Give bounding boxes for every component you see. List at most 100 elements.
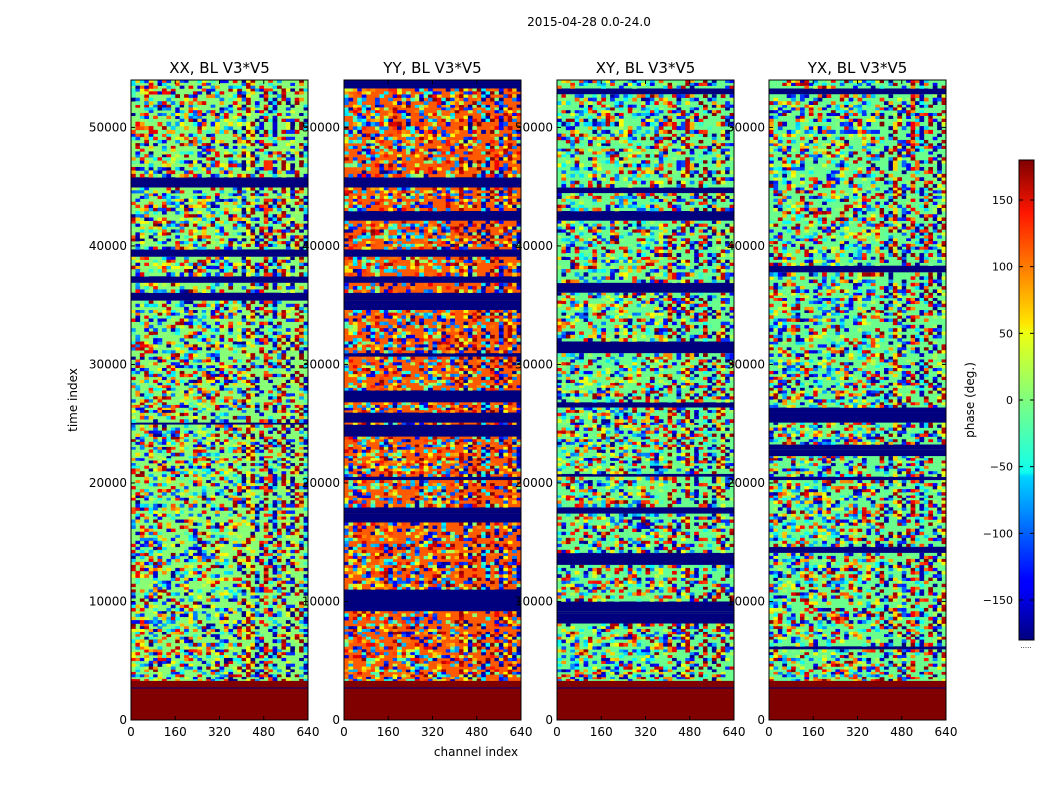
heatmap-cell: [498, 636, 504, 640]
heatmap-cell: [285, 480, 291, 484]
heatmap-cell: [263, 564, 269, 569]
heatmap-cell: [285, 492, 291, 496]
heatmap-cell: [201, 473, 207, 477]
heatmap-cell: [250, 534, 256, 539]
heatmap-cell: [285, 510, 291, 514]
heatmap-cell: [175, 82, 180, 86]
heatmap-cell: [215, 433, 220, 437]
heatmap-cell: [361, 628, 367, 632]
heatmap-cell: [259, 82, 265, 86]
heatmap-cell: [161, 390, 167, 394]
heatmap-cell: [184, 412, 189, 417]
heatmap-cell: [294, 303, 300, 308]
heatmap-cell: [281, 465, 287, 469]
heatmap-cell: [294, 456, 300, 459]
heatmap-cell: [188, 657, 194, 662]
heatmap-cell: [272, 118, 278, 122]
heatmap-cell: [281, 480, 287, 484]
heatmap-cell: [250, 344, 256, 348]
heatmap-cell: [472, 642, 478, 647]
heatmap-cell: [294, 126, 300, 131]
heatmap-cell: [397, 652, 402, 656]
heatmap-cell: [131, 201, 136, 205]
heatmap-cell: [153, 286, 158, 290]
heatmap-cell: [383, 652, 389, 656]
heatmap-cell: [179, 631, 185, 635]
heatmap-cell: [405, 620, 411, 624]
heatmap-cell: [215, 613, 220, 618]
heatmap-cell: [441, 570, 447, 575]
heatmap-cell: [219, 522, 225, 526]
heatmap-cell: [157, 497, 163, 501]
heatmap-cell: [148, 112, 154, 117]
heatmap-cell: [436, 620, 442, 624]
heatmap-cell: [285, 126, 291, 131]
heatmap-cell: [463, 620, 469, 624]
heatmap-cell: [192, 655, 198, 659]
heatmap-cell: [223, 476, 229, 481]
heatmap-cell: [299, 262, 304, 266]
heatmap-cell: [232, 430, 238, 434]
heatmap-cell: [246, 663, 251, 667]
heatmap-cell: [467, 577, 473, 581]
heatmap-cell: [299, 486, 304, 490]
heatmap-cell: [290, 195, 296, 199]
heatmap-cell: [237, 558, 242, 563]
heatmap-cell: [490, 586, 495, 590]
heatmap-cell: [254, 404, 260, 408]
heatmap-cell: [210, 160, 216, 164]
heatmap-cell: [246, 415, 251, 420]
heatmap-cell: [175, 110, 180, 114]
heatmap-cell: [392, 669, 398, 673]
heatmap-cell: [259, 537, 265, 542]
heatmap-cell: [157, 223, 163, 227]
heatmap-cell: [206, 365, 211, 369]
heatmap-cell: [401, 616, 407, 621]
heatmap-cell: [232, 669, 238, 673]
heatmap-cell: [223, 424, 229, 428]
heatmap-cell: [210, 88, 216, 92]
heatmap-cell: [290, 243, 296, 247]
heatmap-cell: [397, 676, 402, 680]
heatmap-cell: [148, 85, 154, 89]
heatmap-cell: [166, 163, 172, 168]
heatmap-cell: [157, 489, 163, 493]
heatmap-cell: [166, 430, 172, 434]
heatmap-cell: [215, 282, 220, 287]
heatmap-cell: [299, 492, 304, 496]
heatmap-cell: [268, 238, 273, 242]
heatmap-cell: [490, 611, 495, 614]
heatmap-cell: [197, 480, 203, 484]
heatmap-cell: [135, 574, 141, 578]
heatmap-cell: [135, 393, 141, 397]
heatmap-cell: [232, 139, 238, 144]
heatmap-cell: [259, 338, 265, 342]
heatmap-cell: [232, 446, 238, 450]
heatmap-cell: [148, 387, 154, 391]
heatmap-cell: [206, 306, 211, 311]
heatmap-cell: [357, 646, 362, 650]
heatmap-cell: [192, 676, 198, 680]
heatmap-cell: [175, 592, 180, 596]
heatmap-cell: [237, 480, 242, 484]
heatmap-cell: [184, 415, 189, 420]
heatmap-cell: [290, 531, 296, 536]
heatmap-cell: [352, 646, 358, 650]
heatmap-cell: [184, 265, 189, 270]
heatmap-cell: [148, 217, 154, 222]
heatmap-cell: [237, 449, 242, 454]
heatmap-cell: [294, 376, 300, 381]
heatmap-cell: [157, 646, 163, 650]
heatmap-cell: [232, 115, 238, 120]
heatmap-cell: [285, 121, 291, 127]
heatmap-cell: [148, 303, 154, 308]
heatmap-cell: [223, 170, 229, 175]
heatmap-cell: [263, 407, 269, 411]
heatmap-cell: [254, 424, 260, 428]
heatmap-cell: [237, 404, 242, 408]
heatmap-cell: [494, 636, 500, 640]
heatmap-cell: [139, 446, 145, 450]
heatmap-cell: [272, 243, 278, 247]
heatmap-cell: [144, 574, 149, 578]
heatmap-cell: [250, 129, 256, 134]
